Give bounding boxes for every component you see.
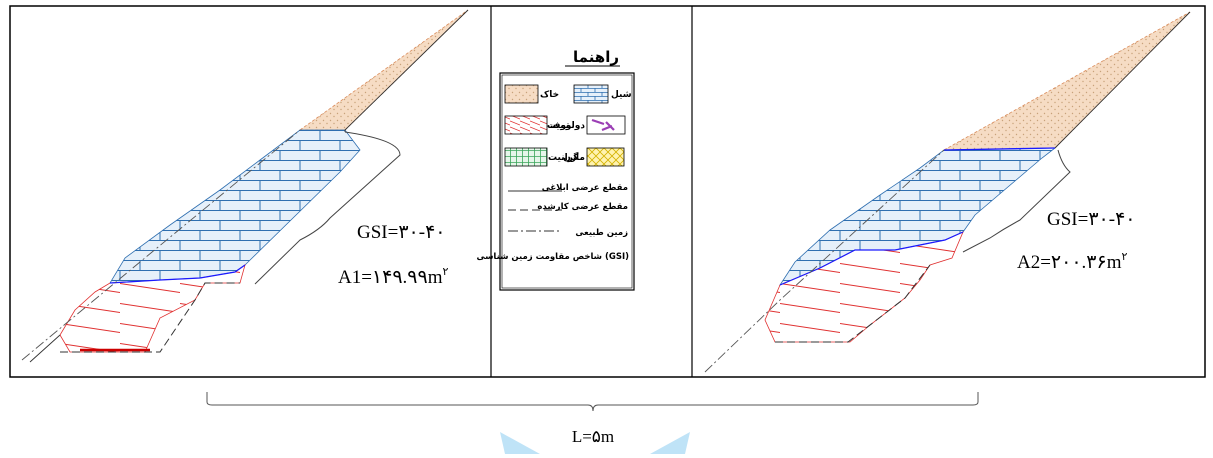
right-soil-contact (943, 147, 1056, 151)
right-soil-layer (943, 11, 1191, 151)
left-area-superscript: ۲ (443, 266, 449, 278)
legend-tuff-swatch (504, 115, 548, 135)
right-cross-section (704, 11, 1191, 373)
legend-soil-label: خاک (540, 90, 559, 100)
left-gsi-label: GSI=۳۰-۴۰ (357, 222, 445, 243)
legend-tuff-label: توف (550, 121, 569, 131)
right-natural-ground (704, 149, 945, 373)
right-area-value: A2=۲۰۰.۳۶m (1017, 252, 1122, 273)
legend-design-line-label: مقطع عرضی ابلاغی (542, 183, 628, 193)
right-brace (962, 149, 1071, 253)
right-gsi-label: GSI=۳۰-۴۰ (1047, 209, 1135, 230)
watermark-left-mark (500, 432, 540, 454)
left-design-line (29, 9, 469, 363)
left-area-label: A1=۱۴۹.۹۹m۲ (338, 266, 449, 288)
legend-granite-swatch (504, 147, 548, 167)
left-cross-section (21, 9, 469, 363)
legend-title: راهنما (573, 48, 619, 66)
legend-dolomite-swatch (586, 115, 626, 135)
right-contact-line (779, 231, 964, 286)
legend-shale-swatch (573, 84, 609, 104)
right-area-superscript: ۲ (1122, 251, 1128, 263)
left-brace (254, 131, 401, 285)
legend-marl-label: مارن (563, 153, 585, 163)
length-brace (206, 392, 979, 412)
legend: راهنما خاک شیل توف دولومیت گرانیت مارن م… (476, 48, 635, 291)
left-executed-line (60, 282, 240, 353)
left-soil-layer (298, 9, 469, 131)
left-area-value: A1=۱۴۹.۹۹m (338, 267, 443, 288)
legend-dolomite-label: دولومیت (547, 121, 585, 131)
legend-marl-swatch (586, 147, 625, 167)
figure-frame (9, 5, 1206, 378)
legend-granite-label: گرانیت (548, 151, 579, 163)
legend-soil-swatch (504, 84, 539, 104)
watermark-right-mark (650, 432, 690, 454)
legend-executed-line-label: مقطع عرضی کارشده (537, 202, 628, 212)
length-label: L=۵m (572, 427, 614, 446)
legend-dolomite-marks (591, 118, 615, 132)
legend-natural-line-label: زمین طبیعی (575, 228, 628, 238)
left-shale-layer (109, 129, 361, 284)
right-design-line (1054, 11, 1191, 149)
legend-gsi-note: شاخص مقاومت زمین شناسی (GSI) (476, 252, 629, 262)
legend-shale-label: شیل (611, 90, 632, 100)
left-natural-ground (21, 129, 301, 361)
left-contact-line (109, 264, 246, 284)
legend-box (499, 72, 635, 291)
right-area-label: A2=۲۰۰.۳۶m۲ (1017, 251, 1128, 273)
right-executed-line (775, 264, 931, 343)
legend-inner-box (501, 74, 633, 289)
